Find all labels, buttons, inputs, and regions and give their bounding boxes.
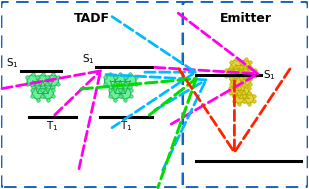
Polygon shape: [110, 87, 121, 100]
FancyBboxPatch shape: [183, 2, 308, 187]
Polygon shape: [241, 75, 250, 86]
Text: S$_1$: S$_1$: [6, 56, 19, 70]
Polygon shape: [231, 75, 241, 86]
Text: T$_1$: T$_1$: [46, 119, 58, 133]
Polygon shape: [27, 74, 38, 87]
Polygon shape: [37, 74, 48, 87]
Polygon shape: [226, 67, 236, 78]
Polygon shape: [241, 60, 250, 70]
Text: Emitter: Emitter: [220, 12, 272, 25]
FancyBboxPatch shape: [1, 2, 185, 187]
Polygon shape: [245, 67, 255, 78]
Polygon shape: [115, 74, 126, 87]
Polygon shape: [42, 87, 53, 100]
Polygon shape: [230, 85, 239, 96]
Text: S$_1$: S$_1$: [263, 68, 276, 82]
Text: TADF: TADF: [74, 12, 109, 25]
Text: S$_1$: S$_1$: [82, 52, 95, 66]
Polygon shape: [48, 74, 58, 87]
Polygon shape: [32, 87, 43, 100]
Polygon shape: [105, 74, 116, 87]
Polygon shape: [234, 93, 244, 104]
Text: T$_1$: T$_1$: [120, 119, 133, 133]
Polygon shape: [244, 93, 253, 104]
Polygon shape: [125, 74, 136, 87]
Polygon shape: [120, 87, 131, 100]
Polygon shape: [239, 85, 249, 96]
Polygon shape: [236, 67, 246, 78]
Polygon shape: [231, 60, 241, 70]
